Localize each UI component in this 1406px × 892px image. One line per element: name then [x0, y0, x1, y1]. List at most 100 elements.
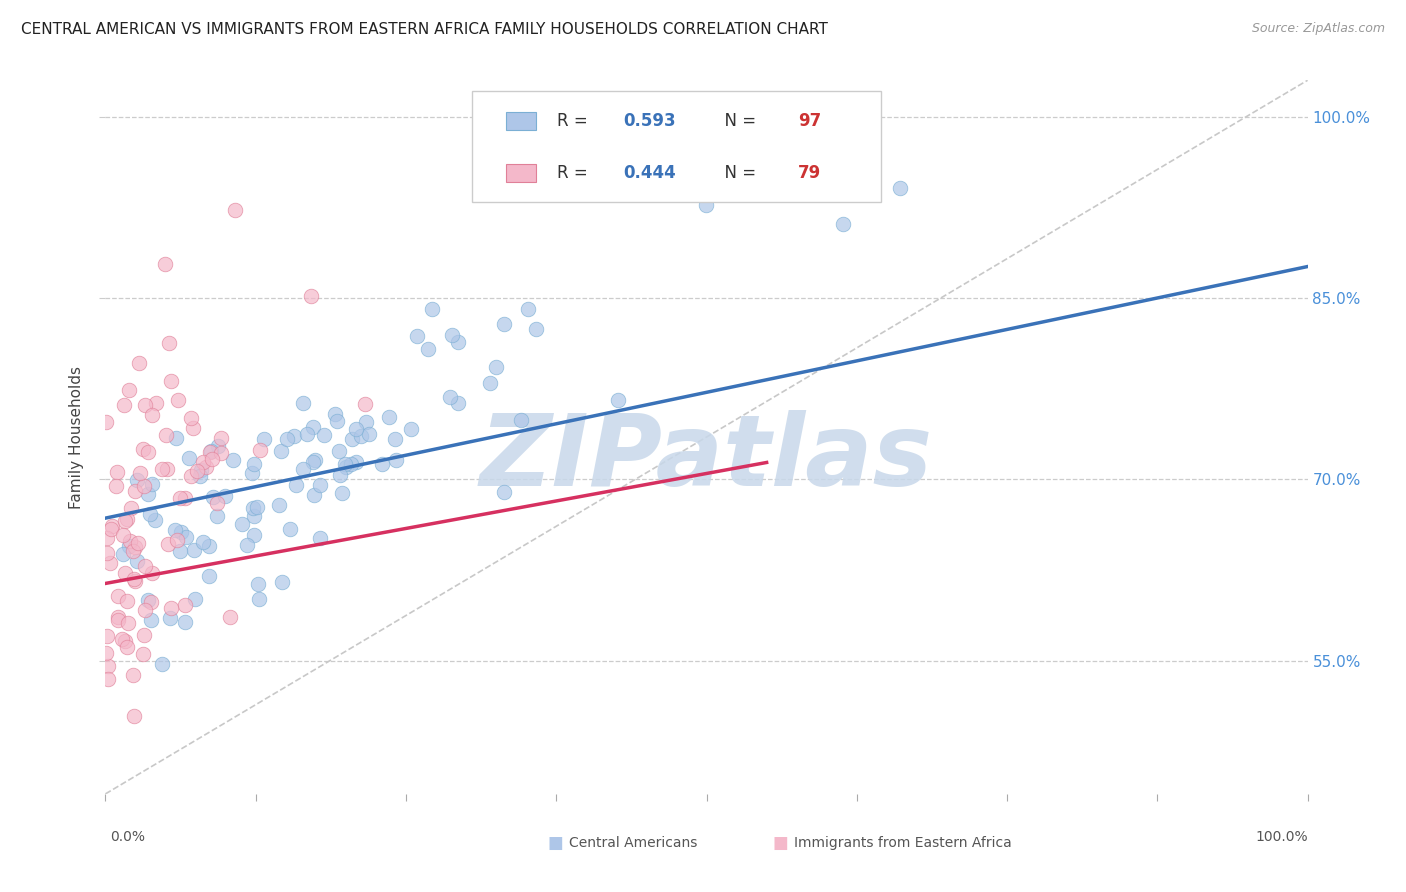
Point	[157, 336, 180, 351]
FancyBboxPatch shape	[506, 164, 536, 182]
Point	[205, 496, 228, 510]
Point	[242, 500, 264, 515]
Point	[354, 397, 377, 411]
Point	[160, 601, 183, 615]
Point	[291, 462, 314, 476]
Point	[359, 426, 381, 441]
Point	[118, 539, 141, 553]
Point	[155, 257, 177, 271]
Point	[302, 455, 325, 469]
Point	[292, 395, 315, 409]
Point	[422, 301, 444, 316]
Point	[309, 531, 332, 545]
Point	[115, 640, 138, 654]
Point	[150, 657, 173, 671]
FancyBboxPatch shape	[506, 112, 536, 130]
Point	[141, 477, 163, 491]
Point	[138, 507, 160, 521]
Point	[134, 603, 156, 617]
Point	[117, 511, 139, 525]
Point	[173, 615, 195, 629]
Point	[100, 522, 122, 536]
Text: ■: ■	[547, 834, 564, 852]
Point	[150, 462, 173, 476]
Point	[132, 478, 155, 492]
Point	[270, 444, 292, 458]
Point	[138, 445, 160, 459]
Point	[124, 540, 146, 554]
Point	[209, 431, 232, 445]
Point	[249, 442, 271, 457]
Point	[350, 429, 373, 443]
Point	[127, 473, 149, 487]
Point	[509, 413, 531, 427]
Point	[201, 451, 224, 466]
Text: R =: R =	[557, 112, 593, 130]
Point	[117, 616, 139, 631]
Point	[441, 328, 464, 343]
Point	[832, 217, 855, 231]
Text: Immigrants from Eastern Africa: Immigrants from Eastern Africa	[794, 836, 1012, 850]
Point	[236, 538, 259, 552]
Point	[97, 659, 120, 673]
Point	[243, 528, 266, 542]
Point	[188, 469, 211, 483]
Point	[492, 485, 515, 500]
Point	[118, 383, 141, 397]
Text: 0.444: 0.444	[624, 164, 676, 182]
Point	[156, 462, 179, 476]
Text: CENTRAL AMERICAN VS IMMIGRANTS FROM EASTERN AFRICA FAMILY HOUSEHOLDS CORRELATION: CENTRAL AMERICAN VS IMMIGRANTS FROM EAST…	[21, 22, 828, 37]
Point	[155, 427, 177, 442]
Point	[231, 516, 253, 531]
Point	[335, 460, 357, 475]
Point	[299, 289, 322, 303]
Point	[190, 463, 212, 477]
Point	[169, 491, 191, 505]
Point	[170, 524, 193, 539]
Point	[183, 543, 205, 558]
Point	[330, 486, 353, 500]
Point	[98, 556, 121, 570]
Point	[378, 410, 401, 425]
Y-axis label: Family Households: Family Households	[69, 366, 84, 508]
Point	[243, 509, 266, 524]
Point	[209, 446, 232, 460]
Point	[401, 422, 423, 436]
Point	[112, 528, 135, 542]
Point	[328, 443, 350, 458]
Point	[267, 498, 290, 512]
Point	[128, 356, 150, 370]
Point	[214, 489, 236, 503]
Point	[97, 672, 120, 686]
Point	[517, 301, 540, 316]
Point	[174, 599, 197, 613]
Point	[494, 318, 516, 332]
Point	[128, 466, 150, 480]
Point	[340, 457, 363, 471]
Point	[124, 574, 146, 589]
Point	[198, 569, 221, 583]
Point	[96, 531, 118, 545]
Point	[107, 613, 129, 627]
Text: ■: ■	[772, 834, 789, 852]
Point	[121, 543, 143, 558]
Point	[105, 465, 128, 479]
Point	[344, 455, 367, 469]
FancyBboxPatch shape	[472, 91, 880, 202]
Point	[695, 198, 717, 212]
Point	[111, 632, 134, 647]
Point	[193, 534, 215, 549]
Point	[104, 479, 127, 493]
Point	[180, 468, 202, 483]
Point	[247, 577, 270, 591]
Point	[342, 432, 364, 446]
Point	[384, 453, 406, 467]
Point	[127, 535, 149, 549]
Point	[96, 415, 118, 429]
Text: Central Americans: Central Americans	[569, 836, 697, 850]
Point	[526, 322, 548, 336]
Point	[447, 334, 470, 349]
Point	[309, 478, 332, 492]
Point	[283, 428, 305, 442]
Point	[181, 421, 204, 435]
